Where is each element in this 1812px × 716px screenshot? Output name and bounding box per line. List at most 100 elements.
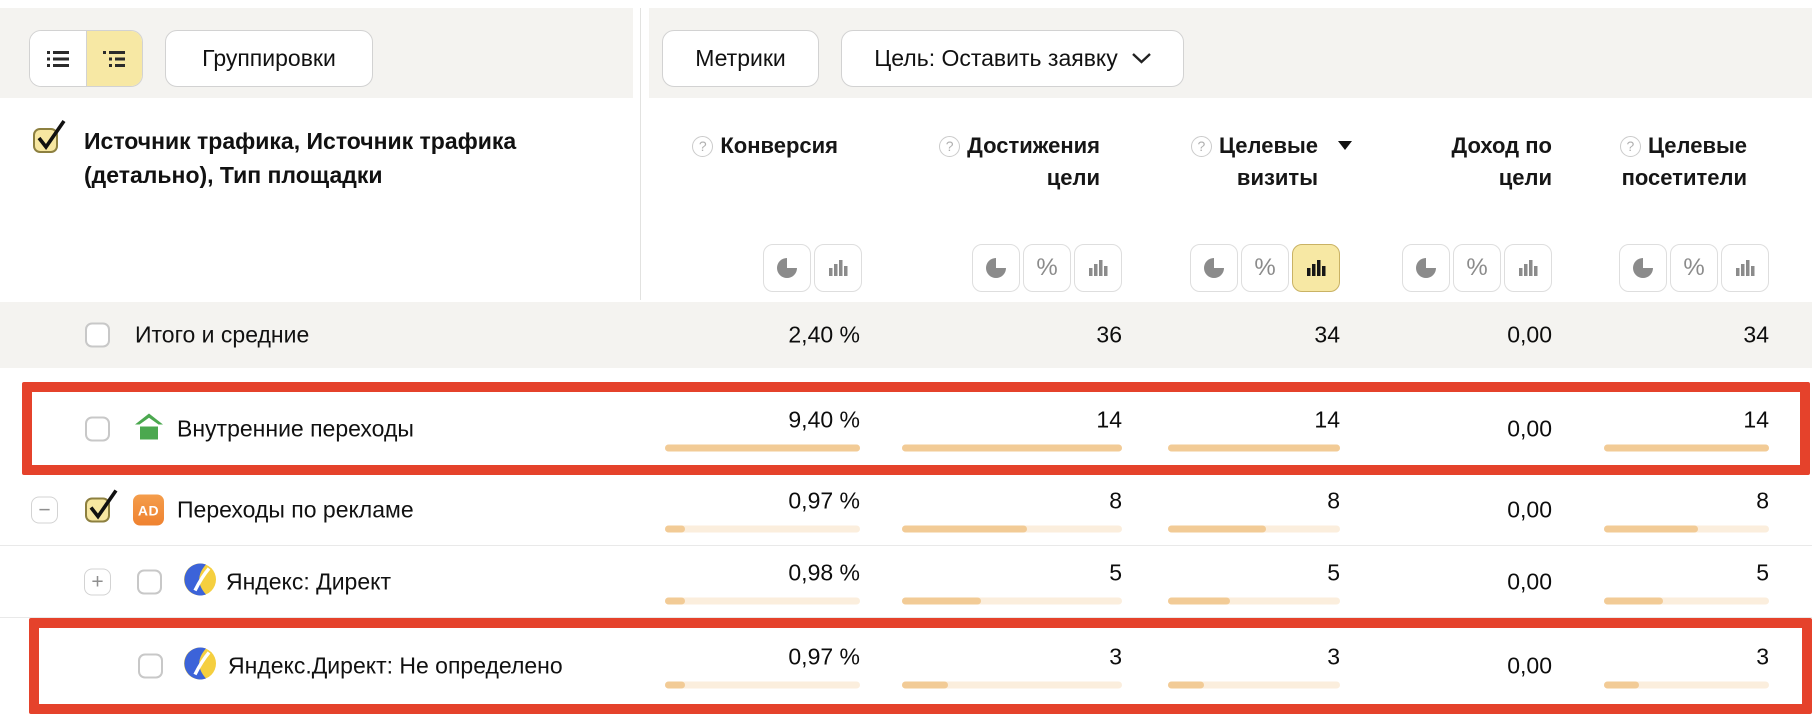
row-checkbox[interactable] xyxy=(85,322,110,348)
pie-toggle[interactable] xyxy=(763,244,811,292)
pie-icon xyxy=(1204,258,1224,278)
percent-toggle[interactable]: % xyxy=(1453,244,1501,292)
select-all-checkbox[interactable] xyxy=(33,119,66,153)
row-divider xyxy=(0,617,1812,618)
cell-goal-revenue: 0,00 xyxy=(1507,415,1552,441)
tree-view-icon xyxy=(103,50,126,67)
cell-goal-visits: 3 xyxy=(1120,644,1340,689)
cell-goal-visits: 5 xyxy=(1120,559,1340,604)
column-header-conversion[interactable]: Конверсия xyxy=(663,130,838,162)
value-bar xyxy=(1168,444,1340,451)
list-view-icon xyxy=(46,50,69,67)
viz-toggles-goal-revenue: % xyxy=(1402,244,1552,292)
table-row-yandex-direct-undefined: Яндекс.Директ: Не определено 0,97 % 3 3 … xyxy=(0,628,1812,704)
bar-chart-icon xyxy=(1736,260,1755,276)
value-bar xyxy=(1604,681,1769,689)
bar-chart-icon xyxy=(1089,260,1108,276)
percent-toggle[interactable]: % xyxy=(1670,244,1718,292)
groupings-button[interactable]: Группировки xyxy=(165,30,373,87)
row-checkbox[interactable] xyxy=(137,569,162,594)
expand-button[interactable] xyxy=(84,568,111,595)
percent-toggle[interactable]: % xyxy=(1241,244,1289,292)
cell-conversion: 0,97 % xyxy=(640,644,860,689)
percent-toggle[interactable]: % xyxy=(1023,244,1071,292)
bar-toggle[interactable] xyxy=(814,244,862,292)
pie-toggle[interactable] xyxy=(1190,244,1238,292)
percent-icon: % xyxy=(1254,254,1276,281)
pie-toggle[interactable] xyxy=(1402,244,1450,292)
cell-goal-visits: 34 xyxy=(1314,321,1340,348)
cell-goal-visits: 8 xyxy=(1120,488,1340,533)
pie-toggle[interactable] xyxy=(972,244,1020,292)
table-row-yandex-direct: Яндекс: Директ 0,98 % 5 5 0,00 5 xyxy=(0,546,1812,617)
value-bar xyxy=(902,444,1122,451)
tree-view-button[interactable] xyxy=(86,31,142,86)
value-bar xyxy=(1168,597,1340,604)
cell-goal-users: 34 xyxy=(1743,321,1769,348)
checkmark-icon xyxy=(89,489,118,520)
viz-toggles-goal-reaches: % xyxy=(972,244,1122,292)
bar-chart-icon xyxy=(829,260,848,276)
value-bar xyxy=(665,444,860,451)
dimension-header: Источник трафика, Источник трафика (дета… xyxy=(84,128,517,188)
table-row-ad-transitions: AD Переходы по рекламе 0,97 % 8 8 0,00 8 xyxy=(0,475,1812,545)
toolbar-divider xyxy=(640,8,641,300)
help-icon[interactable] xyxy=(939,136,961,157)
cell-goal-users: 14 xyxy=(1549,406,1769,451)
value-bar xyxy=(665,525,860,533)
column-header-goal-users[interactable]: Целевые посетители xyxy=(1572,130,1747,194)
value-bar xyxy=(902,681,1122,689)
bar-toggle[interactable] xyxy=(1074,244,1122,292)
metrics-button[interactable]: Метрики xyxy=(662,30,819,87)
list-view-button[interactable] xyxy=(30,31,87,86)
bar-toggle-active[interactable] xyxy=(1292,244,1340,292)
help-icon[interactable] xyxy=(1190,136,1212,157)
row-label: Переходы по рекламе xyxy=(177,496,414,523)
column-header-goal-reaches[interactable]: Достижения цели xyxy=(925,130,1100,194)
cell-goal-reaches: 5 xyxy=(902,559,1122,604)
percent-icon: % xyxy=(1683,254,1705,281)
cell-conversion: 0,97 % xyxy=(640,488,860,533)
value-bar xyxy=(1604,597,1769,604)
value-bar xyxy=(902,597,1122,604)
value-bar xyxy=(902,525,1122,533)
checkmark-icon xyxy=(37,119,66,151)
cell-goal-revenue: 0,00 xyxy=(1507,321,1552,348)
pie-toggle[interactable] xyxy=(1619,244,1667,292)
column-header-goal-revenue[interactable]: Доход по цели xyxy=(1451,133,1552,190)
cell-goal-reaches: 3 xyxy=(902,644,1122,689)
collapse-button[interactable] xyxy=(31,496,58,524)
row-checkbox[interactable] xyxy=(85,489,118,523)
viz-toggles-goal-visits: % xyxy=(1190,244,1340,292)
help-icon[interactable] xyxy=(1619,136,1641,157)
row-checkbox[interactable] xyxy=(138,653,163,679)
goal-selector-button[interactable]: Цель: Оставить заявку xyxy=(841,30,1184,87)
cell-goal-users: 8 xyxy=(1549,488,1769,533)
view-mode-toggle xyxy=(29,30,143,87)
bar-toggle[interactable] xyxy=(1721,244,1769,292)
table-row-internal-transitions: Внутренние переходы 9,40 % 14 14 0,00 14 xyxy=(0,392,1812,465)
cell-conversion: 9,40 % xyxy=(640,406,860,451)
cell-goal-revenue: 0,00 xyxy=(1507,496,1552,523)
pie-icon xyxy=(777,258,797,278)
bar-toggle[interactable] xyxy=(1504,244,1552,292)
toolbar-right-panel xyxy=(649,8,1812,98)
bar-chart-icon xyxy=(1519,260,1538,276)
row-label: Внутренние переходы xyxy=(177,415,414,441)
pie-icon xyxy=(1633,258,1653,278)
cell-goal-reaches: 14 xyxy=(902,406,1122,451)
row-checkbox[interactable] xyxy=(85,416,110,441)
column-header-goal-visits[interactable]: Целевые визиты xyxy=(1168,130,1352,194)
pie-icon xyxy=(986,258,1006,278)
ad-icon: AD xyxy=(133,494,164,526)
cell-conversion: 2,40 % xyxy=(788,321,860,348)
row-label: Яндекс.Директ: Не определено xyxy=(228,652,563,679)
help-icon[interactable] xyxy=(692,136,714,157)
percent-icon: % xyxy=(1036,254,1058,281)
chevron-down-icon xyxy=(1131,53,1151,64)
cell-goal-revenue: 0,00 xyxy=(1507,568,1552,594)
sort-desc-icon xyxy=(1338,141,1352,150)
row-label: Итого и средние xyxy=(135,321,310,348)
cell-goal-reaches: 36 xyxy=(1096,321,1122,348)
